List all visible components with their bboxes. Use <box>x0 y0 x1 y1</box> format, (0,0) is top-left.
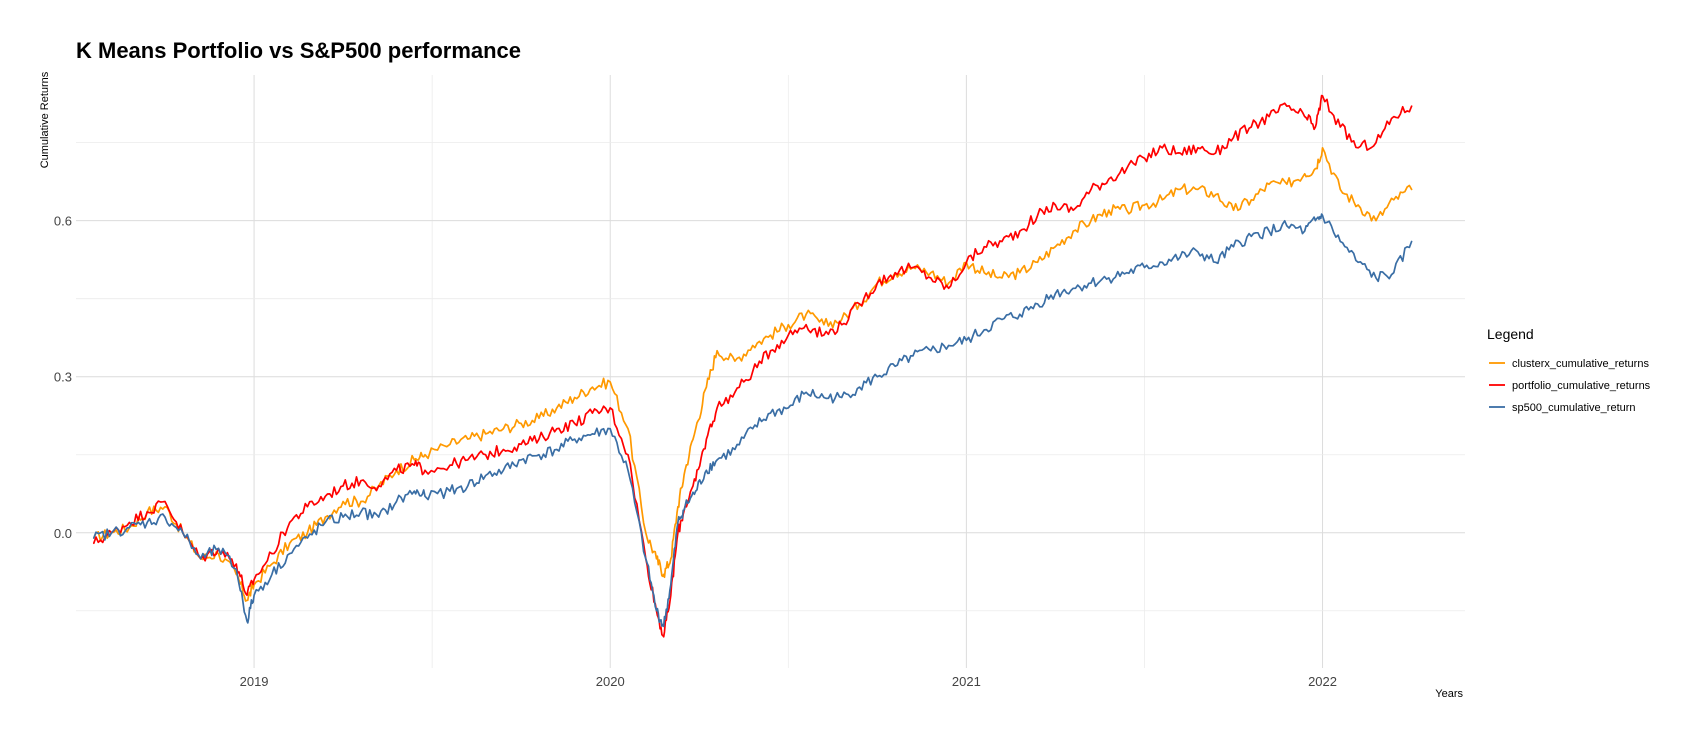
legend-label-sp500_cumulative_return: sp500_cumulative_return <box>1512 402 1636 414</box>
y-tick-label: 0.3 <box>54 370 72 385</box>
legend-label-clusterx_cumulative_returns: clusterx_cumulative_returns <box>1512 358 1649 370</box>
x-tick-label: 2019 <box>240 674 269 689</box>
y-axis-title: Cumulative Returns <box>39 71 51 168</box>
legend-label-portfolio_cumulative_returns: portfolio_cumulative_returns <box>1512 380 1651 392</box>
grid <box>76 75 1465 668</box>
y-tick-label: 0.6 <box>54 214 72 229</box>
y-tick-label: 0.0 <box>54 526 72 541</box>
x-tick-label: 2021 <box>952 674 981 689</box>
x-axis-title: Years <box>1435 688 1463 700</box>
series-lines <box>92 94 1413 638</box>
series-line-portfolio_cumulative_returns <box>92 94 1413 638</box>
tick-labels: 2019 2020 2021 2022 0.0 0.3 0.6 <box>54 214 1337 689</box>
x-tick-label: 2020 <box>596 674 625 689</box>
legend: Legend clusterx_cumulative_returnsportfo… <box>1487 326 1651 414</box>
x-tick-label: 2022 <box>1308 674 1337 689</box>
legend-title: Legend <box>1487 326 1534 342</box>
chart-title: K Means Portfolio vs S&P500 performance <box>76 38 521 63</box>
series-line-sp500_cumulative_return <box>92 213 1413 628</box>
series-line-clusterx_cumulative_returns <box>92 146 1413 602</box>
legend-items: clusterx_cumulative_returns portfolio_cum… <box>1489 358 1651 414</box>
